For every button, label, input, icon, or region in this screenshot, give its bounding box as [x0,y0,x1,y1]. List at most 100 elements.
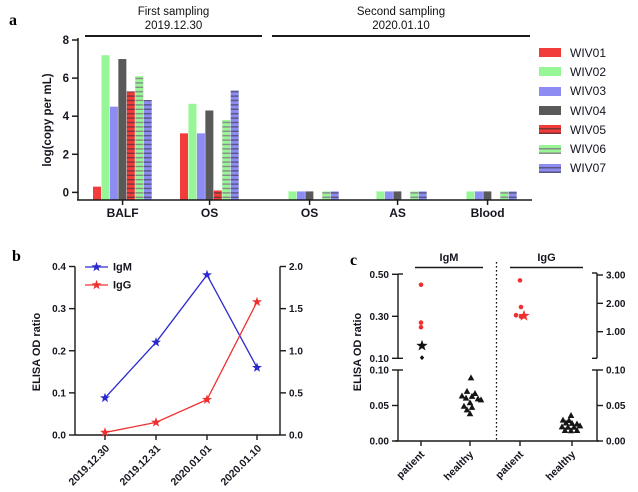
bar-WIV03-OS-1 [196,133,205,200]
point [558,423,566,430]
panel-b-letter: b [12,248,21,265]
y-tick-label: 0 [63,187,69,199]
bar-WIV06-BALF-0 [135,76,144,200]
legend-swatch-WIV06 [539,144,561,154]
bar-WIV04-Blood-4 [483,191,492,200]
point [458,392,466,399]
point [466,410,474,417]
point [570,423,578,430]
point-IgG [151,417,161,427]
bar-WIV04-AS-3 [393,191,402,200]
right-tick-label: 0.5 [289,388,303,399]
panel-c-axes [392,272,603,446]
point [565,417,573,424]
bar-WIV03-Blood-4 [474,191,483,200]
point [466,399,474,406]
bar-WIV07-OS-1 [230,90,239,200]
left-lower-tick-label: 0.00 [370,437,390,448]
section-title-igm: IgM [440,252,459,264]
x-tick-label-patient: patient [394,448,427,481]
first-sampling-date: 2019.12.30 [144,20,203,33]
point [416,339,428,351]
point [567,427,575,434]
second-sampling-rule [272,35,530,37]
bar-WIV03-OS-2 [296,191,305,200]
group-label-AS: AS [389,206,406,220]
legend-row-WIV01: WIV01 [539,43,606,62]
point [460,402,468,409]
series-line-IgM [104,273,258,399]
bar-WIV01-BALF-0 [93,186,101,200]
point [462,394,470,401]
point-IgG [100,427,110,437]
bar-WIV05-BALF-0 [126,91,135,200]
panel-a-legend: WIV01 WIV02 WIV03 WIV04 WIV05 WIV06 WIV07 [539,43,606,178]
point [418,282,424,288]
y-tick-label: 4 [63,111,70,123]
point [471,390,479,397]
right-tick-label: 1.5 [289,304,303,315]
left-lower-tick-label: 0.05 [370,401,390,412]
point [564,423,572,430]
point-IgG [202,394,212,404]
x-tick-label-patient: patient [493,448,526,481]
legend-row-WIV04: WIV04 [539,101,606,120]
y-tick-label: 8 [63,35,70,47]
legend-label-WIV02: WIV02 [570,64,607,79]
section-title-igg: IgG [537,252,555,264]
bar-WIV02-BALF-0 [101,55,110,200]
right-tick-label: 0.0 [289,431,303,442]
point-IgM [151,337,161,347]
point [463,406,471,413]
bar-WIV04-OS-2 [305,191,314,200]
bar-WIV02-OS-2 [288,191,297,200]
scatter-group-IgM-healthy [458,374,485,417]
point [467,374,475,381]
x-tick-label-healthy: healthy [442,449,477,484]
legend-label-WIV07: WIV07 [570,161,607,176]
left-upper-tick-label: 0.50 [370,270,390,281]
point [518,304,524,310]
bar-WIV05-OS-1 [213,190,222,200]
bar-WIV07-BALF-0 [143,100,152,200]
legend-row-WIV07: WIV07 [539,159,606,178]
group-label-Blood: Blood [471,206,505,220]
point [468,403,476,410]
y-tick-label: 2 [63,149,69,161]
legend-row-WIV03: WIV03 [539,82,606,101]
right-lower-tick-label: 0.00 [606,437,626,448]
legend-label-WIV04: WIV04 [570,103,607,118]
legend-swatch-WIV01 [539,48,561,58]
y-tick-label: 6 [63,73,69,85]
legend-swatch-WIV02 [539,67,561,77]
right-upper-tick-label: 3.00 [606,271,626,282]
legend-label-WIV01: WIV01 [570,45,607,60]
point [567,412,575,419]
legend-label-WIV05: WIV05 [570,122,607,137]
group-label-OS: OS [301,206,318,220]
left-tick-label: 0.3 [52,304,66,315]
left-lower-tick-label: 0.10 [370,366,390,377]
first-sampling-rule [85,35,262,37]
group-label-OS: OS [201,206,218,220]
legend-marker-IgM [91,261,102,272]
x-tick-label-healthy: healthy [544,449,579,484]
left-tick-label: 0.0 [52,431,66,442]
panel-c-letter: c [350,252,358,269]
second-sampling-title: Second sampling [356,6,446,18]
legend-swatch-WIV04 [539,106,561,116]
point [518,309,530,321]
bar-WIV06-OS-2 [322,191,331,200]
point [468,392,476,399]
point-IgM [100,392,110,403]
point [568,419,576,426]
bar-WIV07-Blood-4 [508,191,517,200]
point [573,426,581,433]
right-upper-tick-label: 1.00 [606,327,626,338]
right-tick-label: 1.0 [289,346,303,357]
right-lower-tick-label: 0.10 [606,366,626,377]
left-upper-tick-label: 0.30 [370,312,390,323]
point [561,426,569,433]
bar-WIV07-AS-3 [418,191,427,200]
